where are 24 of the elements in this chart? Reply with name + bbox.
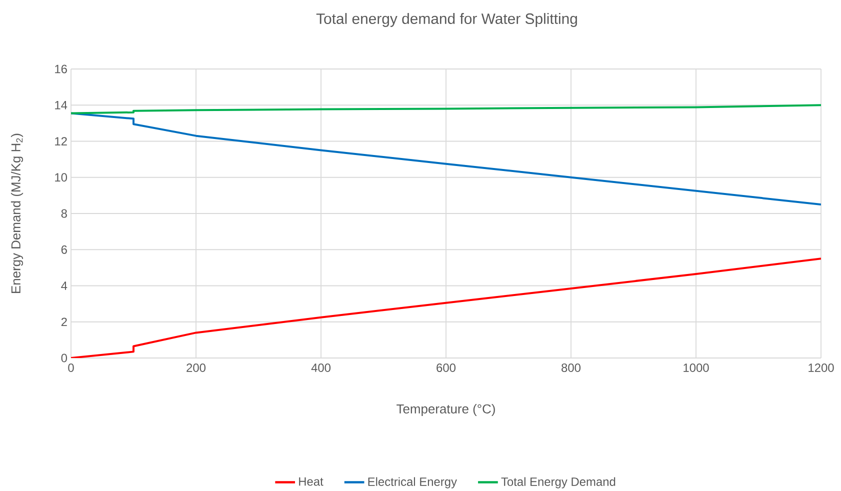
legend-label: Electrical Energy <box>368 477 457 488</box>
x-tick-label: 1000 <box>684 364 709 372</box>
x-tick-label: 600 <box>436 364 456 372</box>
x-tick-label: 200 <box>186 364 206 372</box>
y-tick-label: 4 <box>61 282 68 290</box>
chart-title: Total energy demand for Water Splitting <box>316 13 577 27</box>
line-series <box>71 104 822 114</box>
legend-label: Total Energy Demand <box>501 477 616 488</box>
line-series <box>71 258 822 358</box>
x-tick-label: 0 <box>68 364 74 372</box>
x-tick-label: 1200 <box>808 364 834 372</box>
legend-label: Heat <box>299 477 324 486</box>
y-tick-label: 2 <box>61 318 67 326</box>
y-tick-label: 16 <box>55 64 67 74</box>
y-tick-label: 10 <box>55 173 68 182</box>
y-tick-label: 6 <box>61 245 67 254</box>
y-tick-label: 0 <box>61 354 68 362</box>
x-tick-label: 800 <box>562 364 581 372</box>
x-tick-label: 400 <box>311 364 331 372</box>
y-tick-label: 8 <box>61 209 67 218</box>
y-tick-label: 14 <box>55 101 68 110</box>
y-tick-label: 12 <box>55 137 67 146</box>
y-axis-title: Energy Demand (MJ/Kg H$_{2}$) <box>10 134 24 293</box>
x-axis-title: Temperature (°C) <box>396 404 495 416</box>
